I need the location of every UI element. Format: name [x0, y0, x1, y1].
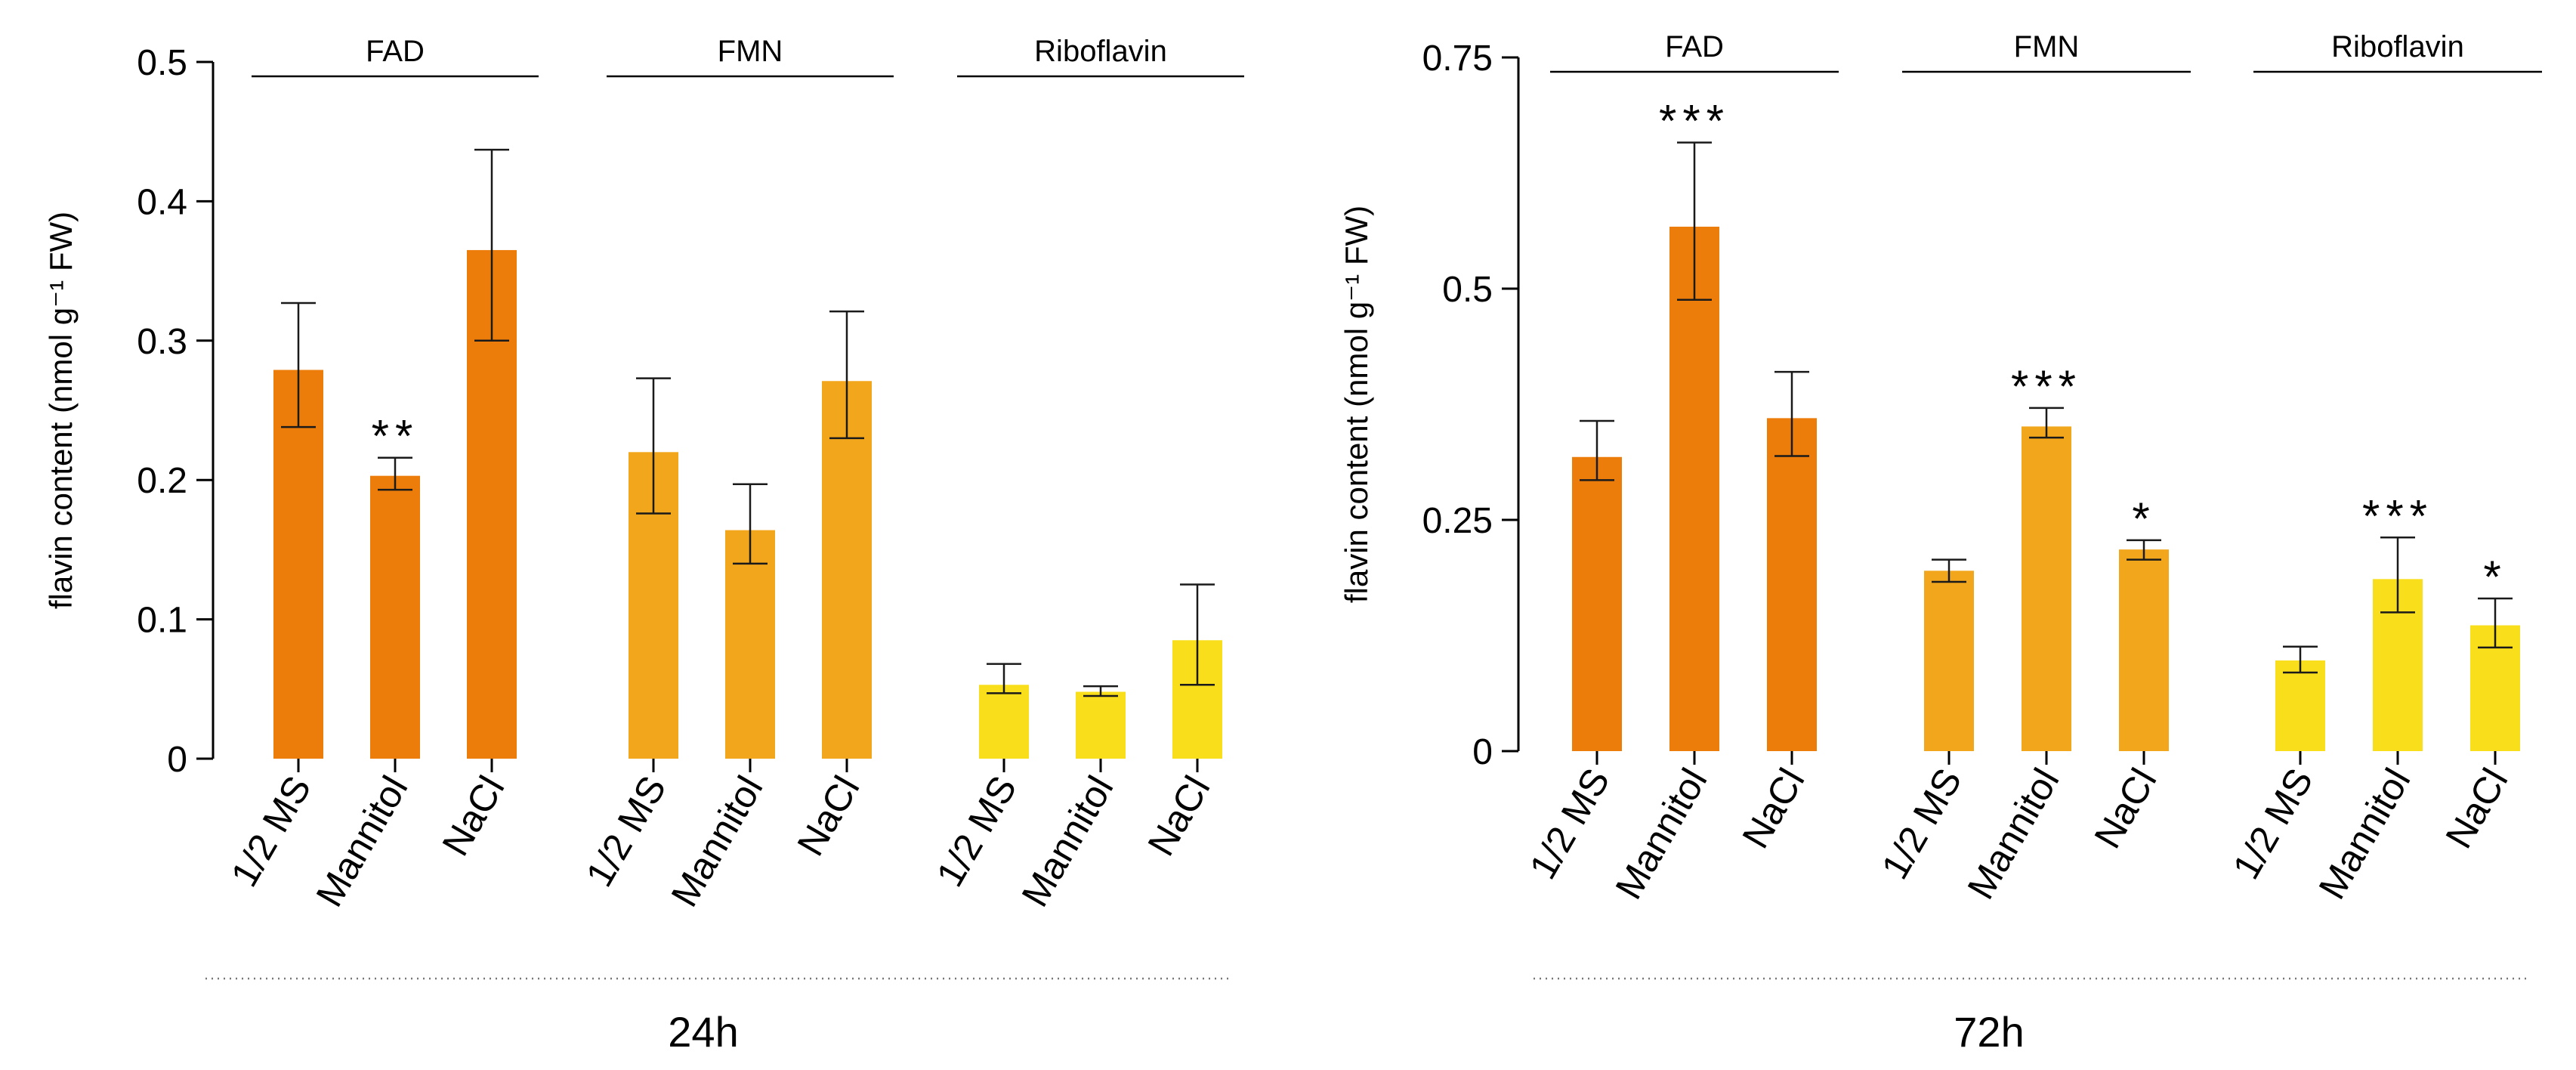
y-tick-label: 0: [1472, 732, 1493, 772]
x-tick-label: 1/2 MS: [2225, 762, 2321, 886]
group-label: Riboflavin: [1034, 35, 1167, 68]
bar: [2022, 426, 2071, 751]
panel-title: 72h: [1954, 1008, 2024, 1056]
y-axis-label: flavin content (nmol g⁻¹ FW): [1339, 206, 1374, 603]
y-tick-label: 0.25: [1422, 501, 1493, 541]
x-tick-label: 1/2 MS: [1873, 762, 1970, 886]
x-tick-label: Mannitol: [1608, 762, 1716, 907]
x-tick-label: NaCl: [434, 769, 512, 863]
panel-24h: 0 0.1 0.2 0.3 0.4 0.5 flavin content (nmol g⁻¹…: [43, 35, 1244, 1056]
y-tick-label: 0.5: [1442, 270, 1493, 310]
panel-72h: 0 0.25 0.5 0.75 flavin content (nmol g⁻¹ FW)…: [1339, 30, 2542, 1056]
bar: [1669, 226, 1719, 751]
x-tick-label: NaCl: [789, 769, 867, 863]
y-tick-label: 0.3: [137, 322, 187, 362]
significance-label: ***: [2011, 361, 2082, 412]
bar: [1767, 418, 1817, 751]
x-tick-label: NaCl: [2437, 762, 2516, 855]
bar: [273, 370, 323, 759]
y-axis-label: flavin content (nmol g⁻¹ FW): [43, 212, 79, 609]
x-tick-label: NaCl: [2086, 762, 2164, 855]
y-tick-label: 0: [167, 740, 187, 780]
significance-label: *: [2483, 552, 2507, 602]
x-tick-label: 1/2 MS: [578, 769, 675, 894]
x-tick-label: Mannitol: [2311, 762, 2419, 907]
group-label: FMN: [2014, 30, 2080, 63]
y-tick-label: 0.1: [137, 601, 187, 641]
bar: [979, 685, 1029, 759]
x-tick-label: Mannitol: [308, 769, 416, 914]
y-tick-label: 0.4: [137, 182, 187, 222]
y-tick-label: 0.5: [137, 43, 187, 83]
x-tick-label: NaCl: [1139, 769, 1218, 863]
bar: [1076, 691, 1126, 759]
significance-label: ***: [2362, 490, 2433, 541]
bar: [1924, 571, 1974, 751]
bar: [370, 475, 420, 759]
bar: [1572, 456, 1622, 751]
x-tick-label: Mannitol: [1014, 769, 1122, 914]
bar: [2275, 660, 2325, 751]
x-tick-label: 1/2 MS: [223, 769, 320, 894]
bar: [725, 530, 775, 759]
x-tick-label: Mannitol: [1960, 762, 2068, 907]
group-label: Riboflavin: [2331, 30, 2464, 63]
group-label: FAD: [366, 35, 425, 68]
x-tick-label: Mannitol: [663, 769, 771, 914]
x-tick-label: NaCl: [1734, 762, 1812, 855]
y-tick-label: 0.2: [137, 461, 187, 501]
significance-label: **: [372, 411, 419, 462]
significance-label: *: [2132, 493, 2155, 544]
y-tick-label: 0.75: [1422, 39, 1493, 79]
group-label: FAD: [1665, 30, 1724, 63]
x-tick-label: 1/2 MS: [928, 769, 1025, 894]
significance-label: ***: [1659, 96, 1730, 147]
bar: [2119, 549, 2169, 751]
bar: [822, 381, 872, 759]
x-tick-label: 1/2 MS: [1521, 762, 1618, 886]
group-label: FMN: [718, 35, 783, 68]
panel-title: 24h: [668, 1008, 738, 1056]
